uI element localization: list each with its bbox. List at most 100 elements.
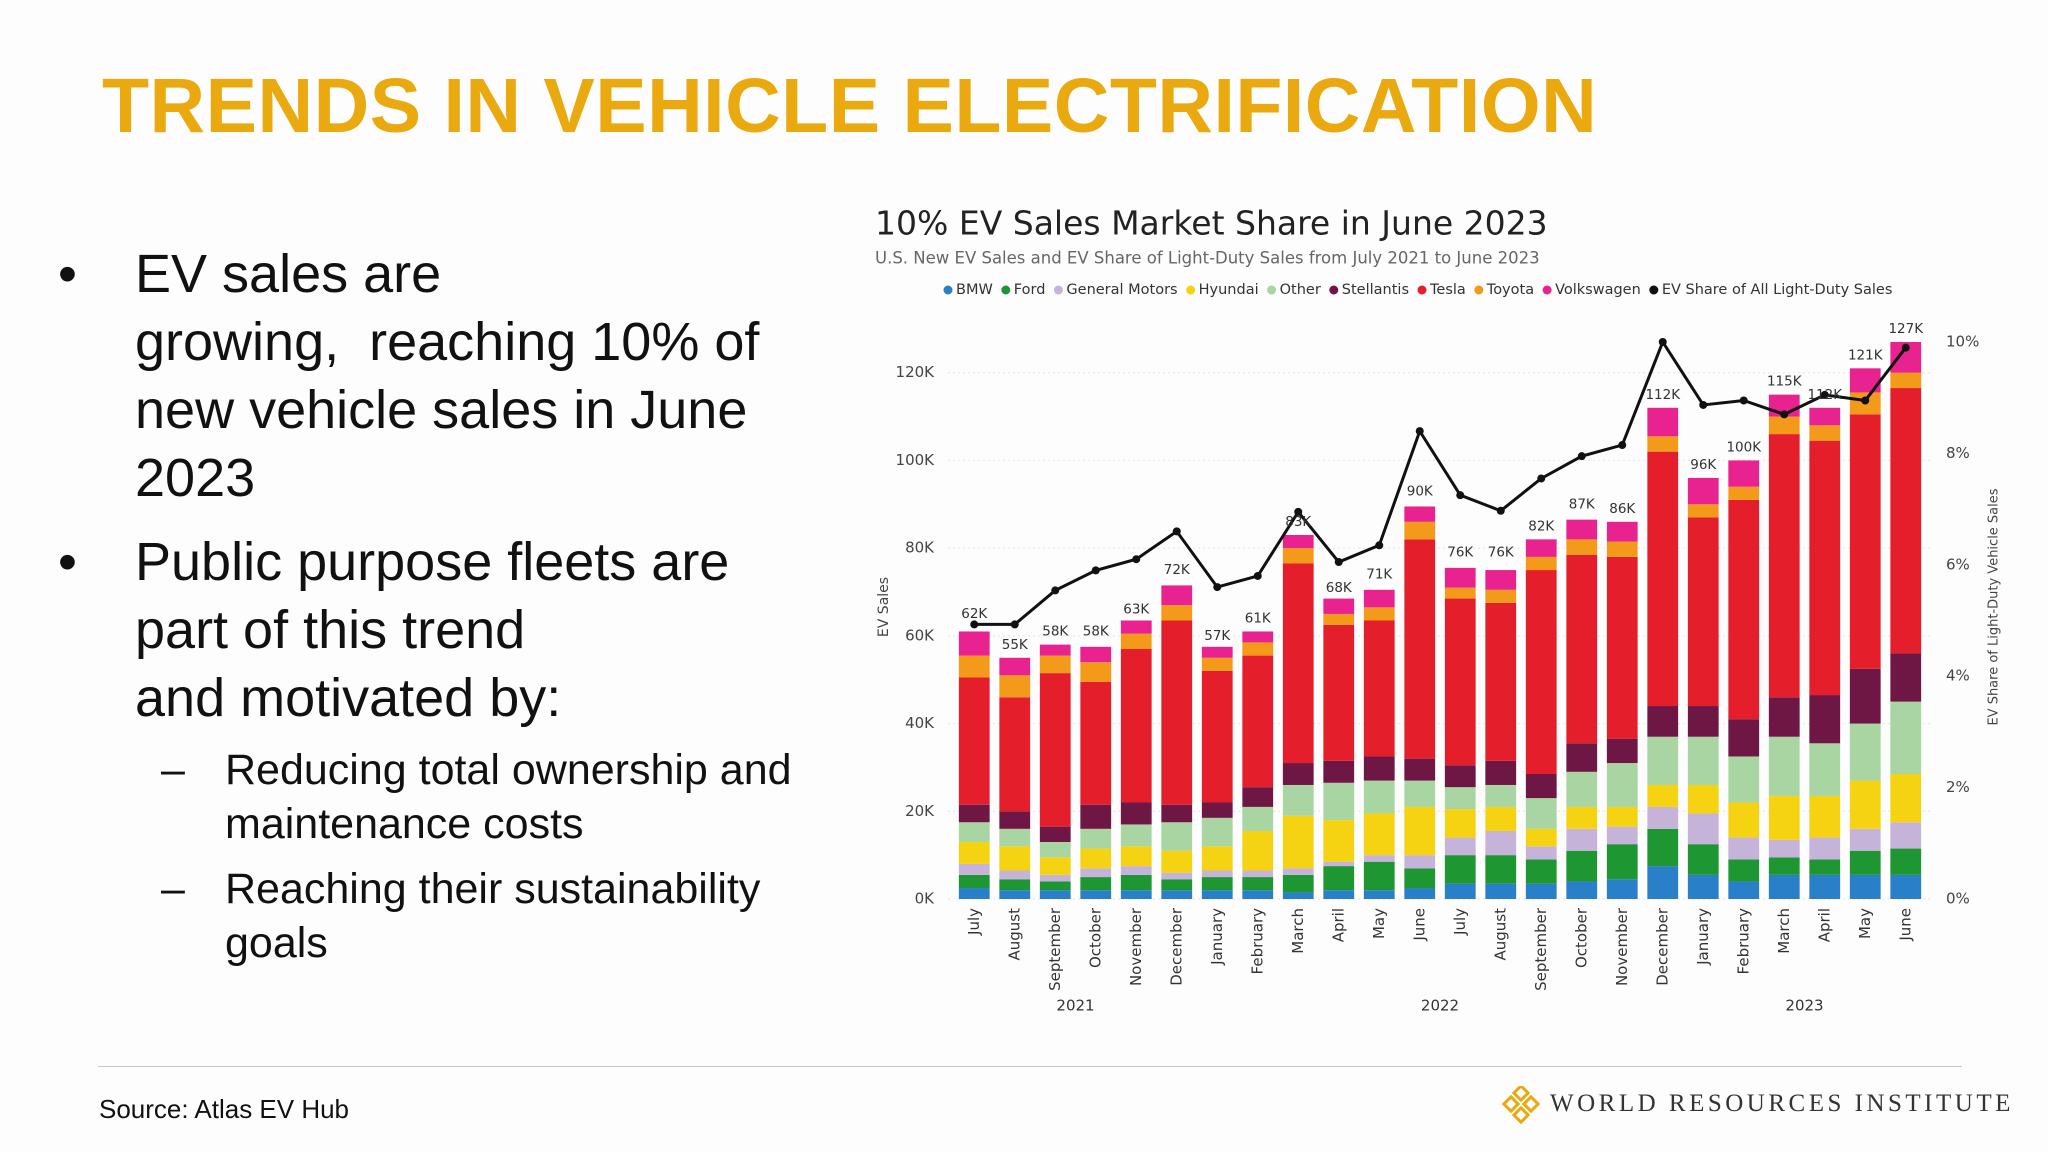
bar-segment [1890, 388, 1922, 654]
y-tick-label: 120K [896, 363, 936, 381]
x-group-label: 2022 [1421, 997, 1459, 1015]
bar-segment [1161, 605, 1193, 621]
bar-segment [1080, 804, 1112, 829]
bar-segment [1323, 624, 1355, 761]
x-tick-label: September [1532, 907, 1550, 991]
legend-label: EV Share of All Light-Duty Sales [1662, 282, 1893, 298]
bar-segment [1161, 804, 1193, 823]
line-marker [1456, 491, 1465, 500]
x-tick-label: March [1775, 908, 1793, 954]
bar-segment [1323, 613, 1355, 625]
bar-segment [1323, 890, 1355, 899]
total-label: 72K [1164, 562, 1191, 578]
bullet-line: EV sales are [135, 244, 442, 304]
bar-segment [1201, 870, 1233, 878]
bar-segment [1687, 517, 1719, 707]
bar-segment [1687, 477, 1719, 505]
bar-segment [1201, 646, 1233, 658]
bullet: Public purpose fleets are part of this tr… [0, 528, 860, 970]
bar-segment [1849, 668, 1881, 724]
bar-segment [1566, 806, 1598, 829]
x-tick-label: January [1208, 908, 1226, 966]
x-tick-label: April [1815, 908, 1833, 942]
bar-segment [1120, 890, 1152, 899]
bar-segment [1242, 870, 1274, 878]
y2-tick-label: 0% [1946, 890, 1970, 908]
legend-label: Hyundai [1199, 282, 1259, 298]
total-label: 82K [1528, 518, 1555, 534]
bar-segment [1039, 881, 1071, 891]
x-tick-label: May [1370, 908, 1388, 939]
bar-segment [1323, 598, 1355, 614]
bar-segment [1566, 519, 1598, 540]
bar-segment [1282, 868, 1314, 875]
bar-segment [1809, 407, 1841, 426]
bar-segment [1201, 846, 1233, 871]
bar-segment [1161, 879, 1193, 891]
bar-segment [1525, 539, 1557, 557]
bar-segment [1687, 504, 1719, 518]
bar-segment [1120, 824, 1152, 847]
bar-segment [1485, 806, 1517, 832]
x-tick-label: October [1086, 907, 1104, 968]
bar-segment [1404, 868, 1436, 889]
y2-tick-label: 2% [1946, 778, 1970, 796]
bar-segment [1404, 780, 1436, 807]
bar-segment [1080, 646, 1112, 663]
x-tick-label: June [1896, 908, 1914, 942]
x-tick-label: February [1248, 908, 1266, 975]
bar-segment [958, 655, 990, 678]
bar-segment [1444, 809, 1476, 838]
bar-segment [1728, 881, 1760, 899]
sub-bullet-line: Reaching their sustainability [225, 865, 761, 913]
line-marker [1010, 620, 1019, 629]
bar-segment [1120, 620, 1152, 634]
bar-segment [1566, 771, 1598, 807]
bar-segment [1120, 846, 1152, 867]
line-marker [1537, 474, 1546, 483]
bar-segment [1161, 620, 1193, 805]
total-label: 115K [1767, 374, 1803, 390]
y2-tick-label: 6% [1946, 555, 1970, 573]
bar-segment [1809, 440, 1841, 696]
bar-segment [1404, 758, 1436, 781]
bar-segment [1282, 874, 1314, 893]
legend-label: General Motors [1066, 282, 1177, 298]
bar-segment [1120, 874, 1152, 891]
bar-segment [1363, 813, 1395, 856]
legend-label: Toyota [1486, 282, 1534, 298]
bar-segment [1525, 883, 1557, 899]
line-marker [1253, 571, 1262, 580]
bar-segment [1647, 407, 1679, 437]
total-label: 112K [1807, 387, 1843, 403]
bar-segment [1525, 828, 1557, 847]
legend-label: Other [1280, 282, 1321, 298]
bar-segment [1080, 890, 1112, 899]
bar-segment [1201, 890, 1233, 899]
line-marker [1294, 507, 1303, 516]
bar-segment [1120, 649, 1152, 803]
bar-segment [1768, 857, 1800, 875]
bullet-line: part of this trend [135, 600, 526, 660]
bar-segment [1039, 644, 1071, 656]
bar-segment [1323, 782, 1355, 821]
bar-segment [1768, 434, 1800, 698]
bar-segment [1606, 521, 1638, 542]
bar-segment [1647, 866, 1679, 899]
bar-segment [1768, 736, 1800, 796]
bar-segment [1890, 848, 1922, 875]
bar-segment [1039, 874, 1071, 882]
footer-rule [98, 1066, 1962, 1067]
bar-segment [1485, 760, 1517, 785]
total-label: 121K [1848, 347, 1884, 363]
total-label: 96K [1690, 457, 1717, 473]
x-tick-label: August [1491, 908, 1509, 961]
bar-segment [1282, 784, 1314, 816]
bar-segment [1201, 817, 1233, 847]
bar-segment [1849, 850, 1881, 875]
line-marker [1739, 396, 1748, 405]
bar-segment [1242, 642, 1274, 656]
bar-segment [1606, 763, 1638, 807]
bar-segment [1080, 681, 1112, 805]
total-label: 76K [1488, 545, 1515, 561]
